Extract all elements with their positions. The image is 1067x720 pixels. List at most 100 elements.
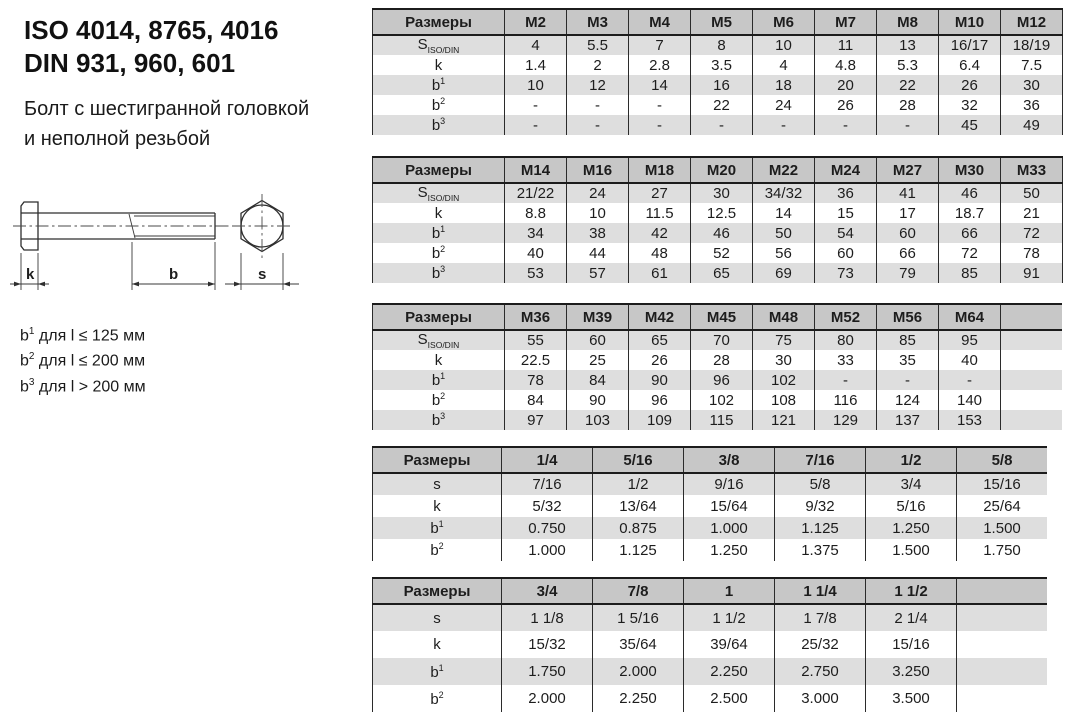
- table-row: k 5/32 13/64 15/64 9/32 5/16 25/64: [372, 495, 1047, 517]
- column-header: M48: [752, 304, 815, 331]
- data-cell: 26: [628, 350, 691, 370]
- data-cell: 27: [628, 183, 691, 203]
- column-header: M42: [628, 304, 691, 331]
- empty-cell: [956, 685, 1047, 712]
- data-cell: 13: [876, 35, 939, 55]
- data-cell: 36: [1000, 95, 1063, 115]
- data-cell: -: [690, 115, 753, 135]
- data-cell: 91: [1000, 263, 1063, 283]
- data-cell: 21: [1000, 203, 1063, 223]
- data-cell: 2.750: [774, 658, 866, 685]
- data-cell: -: [628, 115, 691, 135]
- data-cell: 10: [566, 203, 629, 223]
- data-cell: 1 1/2: [683, 604, 775, 631]
- column-header: 3/8: [683, 447, 775, 474]
- table-grid: Размеры 1/4 5/16 3/8 7/16 1/2 5/8 s 7/16 1/2 9/16 5…: [372, 446, 1047, 561]
- empty-cell: [956, 631, 1047, 658]
- column-header: 5/16: [592, 447, 684, 474]
- column-header: M39: [566, 304, 629, 331]
- footnote-b1: b1 для l ≤ 125 мм: [20, 326, 146, 345]
- title-line-iso: ISO 4014, 8765, 4016: [24, 15, 279, 45]
- data-cell: 9/32: [774, 495, 866, 517]
- column-header: 3/4: [501, 578, 593, 605]
- dimension-table-m14-m33: Размеры M14 M16 M18 M20 M22 M24 M27 M30 M33 SISO/D…: [372, 156, 1063, 283]
- table-row: k 22.5 25 26 28 30 33 35 40: [372, 350, 1062, 370]
- data-cell: 30: [690, 183, 753, 203]
- dimension-k: k: [10, 253, 49, 290]
- table-row: b3 97 103 109 115 121 129 137 153: [372, 410, 1062, 430]
- empty-header-cell: [1000, 304, 1062, 331]
- data-cell: -: [504, 95, 567, 115]
- data-cell: 12.5: [690, 203, 753, 223]
- data-cell: -: [814, 115, 877, 135]
- data-cell: 1.125: [592, 539, 684, 561]
- data-cell: 33: [814, 350, 877, 370]
- data-cell: 109: [628, 410, 691, 430]
- data-cell: 60: [876, 223, 939, 243]
- header-label: Размеры: [372, 304, 505, 331]
- data-cell: 26: [814, 95, 877, 115]
- data-cell: 102: [690, 390, 753, 410]
- page-subtitle: Болт с шестигранной головкой и неполной …: [24, 94, 309, 154]
- row-label: b3: [372, 410, 505, 430]
- data-cell: 20: [814, 75, 877, 95]
- data-cell: 7: [628, 35, 691, 55]
- data-cell: 11: [814, 35, 877, 55]
- data-cell: 18: [752, 75, 815, 95]
- column-header: M14: [504, 157, 567, 184]
- data-cell: 72: [1000, 223, 1063, 243]
- table-row: b2 40 44 48 52 56 60 66 72 78: [372, 243, 1063, 263]
- table-row: k 15/32 35/64 39/64 25/32 15/16: [372, 631, 1047, 658]
- column-header: 1 1/4: [774, 578, 866, 605]
- table-header-row: Размеры M2 M3 M4 M5 M6 M7 M8 M10 M12: [372, 9, 1063, 36]
- data-cell: 24: [752, 95, 815, 115]
- data-cell: 34/32: [752, 183, 815, 203]
- data-cell: 56: [752, 243, 815, 263]
- data-cell: 28: [690, 350, 753, 370]
- data-cell: 10: [752, 35, 815, 55]
- data-cell: 4: [752, 55, 815, 75]
- data-cell: 1/2: [592, 473, 684, 495]
- footnote-b3: b3 для l > 200 мм: [20, 376, 146, 395]
- data-cell: 116: [814, 390, 877, 410]
- data-cell: 7/16: [501, 473, 593, 495]
- data-cell: 28: [876, 95, 939, 115]
- row-label: b3: [372, 115, 505, 135]
- row-label: b1: [372, 658, 502, 685]
- data-cell: 32: [938, 95, 1001, 115]
- dim-label-b: b: [169, 266, 178, 283]
- data-cell: 70: [690, 330, 753, 350]
- data-cell: 124: [876, 390, 939, 410]
- data-cell: 78: [504, 370, 567, 390]
- column-header: M45: [690, 304, 753, 331]
- dimension-s: s: [225, 253, 299, 290]
- data-cell: 22.5: [504, 350, 567, 370]
- data-cell: 1.4: [504, 55, 567, 75]
- empty-header-cell: [956, 578, 1047, 605]
- column-header: M7: [814, 9, 877, 36]
- table-header-row: Размеры M14 M16 M18 M20 M22 M24 M27 M30 M33: [372, 157, 1063, 184]
- table-row: b1 10 12 14 16 18 20 22 26 30: [372, 75, 1063, 95]
- data-cell: -: [566, 115, 629, 135]
- data-cell: 8: [690, 35, 753, 55]
- row-label: b2: [372, 95, 505, 115]
- column-header: M10: [938, 9, 1001, 36]
- data-cell: 0.875: [592, 517, 684, 539]
- dim-label-k: k: [26, 266, 35, 283]
- data-cell: 129: [814, 410, 877, 430]
- data-cell: 9/16: [683, 473, 775, 495]
- data-cell: 15/16: [956, 473, 1047, 495]
- hex-head-front-view: [232, 194, 292, 258]
- page-title: ISO 4014, 8765, 4016 DIN 931, 960, 601: [24, 14, 278, 80]
- row-label: b2: [372, 243, 505, 263]
- data-cell: 48: [628, 243, 691, 263]
- header-label: Размеры: [372, 578, 502, 605]
- row-label: SISO/DIN: [372, 330, 505, 350]
- data-cell: 57: [566, 263, 629, 283]
- data-cell: 1.250: [865, 517, 957, 539]
- data-cell: 66: [938, 223, 1001, 243]
- data-cell: 80: [814, 330, 877, 350]
- table-grid: Размеры 3/4 7/8 1 1 1/4 1 1/2 s 1 1/8 1 5/16 1 1/…: [372, 577, 1047, 712]
- data-cell: 1.375: [774, 539, 866, 561]
- data-cell: 108: [752, 390, 815, 410]
